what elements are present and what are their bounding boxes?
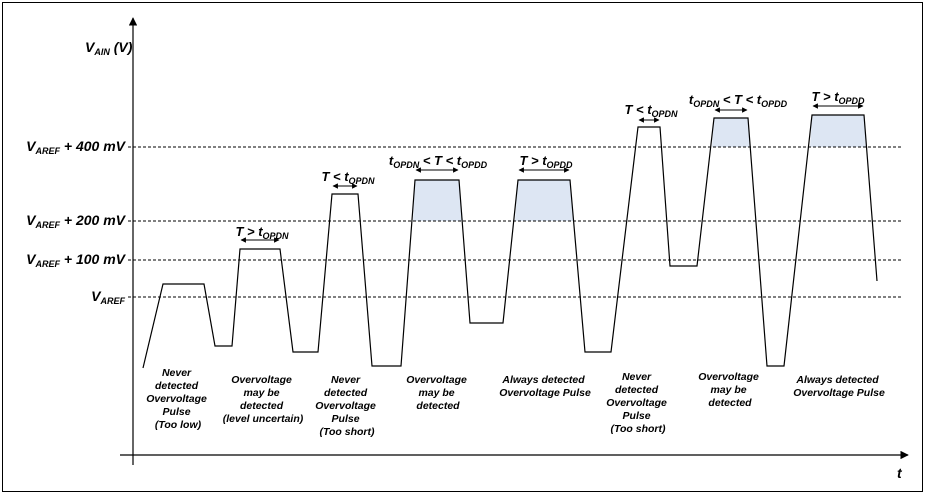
y-axis-label: VAIN (V) [85, 39, 133, 57]
level-label-aref-400: VAREF + 400 mV [26, 138, 126, 156]
caption-4: Overvoltage may be detected [406, 374, 470, 412]
shade-pulse-5 [515, 180, 574, 221]
shade-pulse-8 [810, 115, 866, 147]
level-label-aref: VAREF [91, 288, 125, 306]
timing-label-5: T < tOPDN [624, 102, 678, 119]
level-label-aref-200: VAREF + 200 mV [26, 212, 126, 230]
timing-label-7: T > tOPDD [811, 89, 865, 106]
shade-pulse-4 [413, 180, 463, 221]
caption-7: Overvoltage may be detected [698, 371, 762, 409]
level-lines [128, 146, 903, 298]
level-label-aref-100: VAREF + 100 mV [26, 251, 126, 269]
shaded-regions [413, 115, 866, 221]
caption-8: Always detected Overvoltage Pulse [793, 374, 885, 399]
timing-label-1: T > tOPDN [235, 224, 289, 241]
timing-arrows [240, 103, 864, 243]
caption-1: Never detected Overvoltage Pulse (Too lo… [146, 367, 210, 431]
voltage-waveform [142, 114, 878, 369]
shade-pulse-7 [712, 118, 750, 147]
caption-5: Always detected Overvoltage Pulse [499, 374, 591, 399]
timing-label-4: T > tOPDD [519, 153, 573, 170]
caption-6: Never detected Overvoltage Pulse (Too sh… [606, 371, 670, 435]
caption-2: Overvoltage may be detected (level uncer… [223, 374, 304, 425]
x-axis-label: t [897, 465, 903, 481]
timing-label-3: tOPDN < T < tOPDD [389, 153, 488, 170]
timing-label-2: T < tOPDN [321, 169, 375, 186]
timing-label-6: tOPDN < T < tOPDD [689, 92, 788, 109]
caption-3: Never detected Overvoltage Pulse (Too sh… [315, 374, 379, 438]
axes [120, 17, 909, 465]
